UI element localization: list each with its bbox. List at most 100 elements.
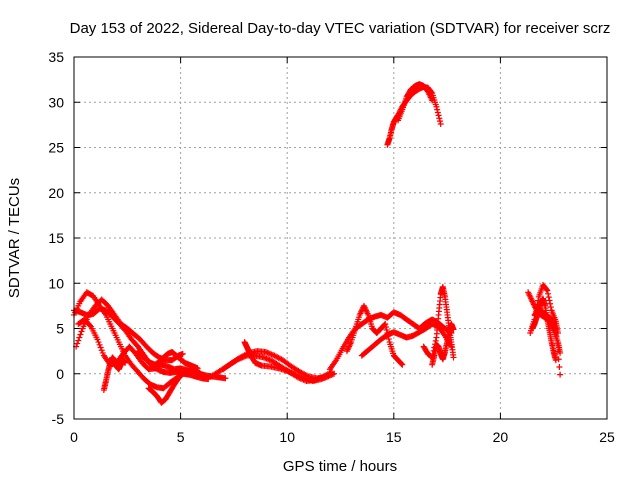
- data-point-fill: [441, 350, 448, 357]
- data-point-fill: [397, 360, 404, 367]
- data-point-fill: [99, 349, 106, 356]
- data-point-fill: [132, 341, 139, 348]
- data-point-fill: [196, 369, 203, 376]
- data-point-fill: [282, 367, 289, 374]
- data-point-fill: [76, 334, 83, 341]
- data-point-fill: [435, 315, 442, 322]
- data-point-fill: [132, 366, 139, 373]
- y-tick-label: 35: [48, 49, 64, 65]
- data-point-fill: [94, 307, 101, 314]
- data-point-fill: [77, 331, 84, 338]
- data-point-fill: [147, 347, 154, 354]
- data-point-fill: [443, 306, 450, 313]
- data-point-fill: [104, 369, 111, 376]
- data-point: [437, 120, 444, 127]
- plot-frame: [73, 56, 608, 420]
- data-point-fill: [78, 328, 85, 335]
- data-point-fill: [398, 108, 405, 115]
- data-point-fill: [423, 348, 430, 355]
- data-point-fill: [390, 350, 397, 357]
- data-point-fill: [299, 374, 306, 381]
- y-tick-label: 25: [48, 140, 64, 156]
- data-point-fill: [436, 118, 443, 125]
- data-point-fill: [546, 297, 553, 304]
- series-track-u: [527, 282, 561, 337]
- data-point-fill: [363, 349, 370, 356]
- data-point-fill: [95, 339, 102, 346]
- series-track-e: [100, 354, 129, 394]
- data-point-fill: [75, 337, 82, 344]
- y-tick-label: -5: [52, 411, 65, 427]
- data-point-fill: [428, 95, 435, 102]
- data-point-fill: [388, 127, 395, 134]
- data-point-fill: [108, 323, 115, 330]
- data-point-fill: [102, 300, 109, 307]
- data-point-fill: [401, 314, 408, 321]
- data-point-fill: [154, 352, 161, 359]
- data-point-fill: [97, 344, 104, 351]
- data-point-fill: [74, 340, 81, 347]
- data-point-fill: [530, 318, 537, 325]
- data-point-fill: [556, 363, 563, 370]
- data-point-fill: [555, 356, 562, 363]
- data-point-fill: [369, 343, 376, 350]
- data-point-fill: [432, 101, 439, 108]
- data-point-fill: [382, 323, 389, 330]
- data-point-fill: [554, 348, 561, 355]
- data-point-fill: [548, 337, 555, 344]
- data-point-fill: [450, 351, 457, 358]
- data-point-fill: [179, 351, 186, 358]
- data-point-fill: [139, 373, 146, 380]
- data-point-fill: [274, 365, 281, 372]
- data-point-fill: [543, 286, 550, 293]
- data-point-fill: [221, 375, 228, 382]
- data-point-fill: [121, 359, 128, 366]
- data-point-fill: [406, 88, 413, 95]
- data-point-fill: [532, 308, 539, 315]
- data-point-fill: [332, 358, 339, 365]
- data-point-fill: [165, 391, 172, 398]
- series-track-k: [326, 309, 455, 373]
- data-point-fill: [545, 290, 552, 297]
- data-point-fill: [338, 347, 345, 354]
- x-tick-label: 25: [599, 429, 615, 445]
- series-track-j: [241, 339, 333, 384]
- data-point-fill: [114, 336, 121, 343]
- data-point-fill: [363, 317, 370, 324]
- data-point-fill: [145, 379, 152, 386]
- data-point-fill: [269, 352, 276, 359]
- data-point-fill: [85, 321, 92, 328]
- data-point-fill: [443, 340, 450, 347]
- data-point-fill: [93, 334, 100, 341]
- data-point-fill: [383, 327, 390, 334]
- y-tick-label: 5: [56, 321, 64, 337]
- y-tick-label: 0: [56, 366, 64, 382]
- data-point-fill: [316, 376, 323, 383]
- x-tick-labels: 0 5 10 15 20 25: [70, 429, 615, 445]
- data-point-fill: [541, 301, 548, 308]
- x-tick-label: 15: [386, 429, 402, 445]
- data-point-fill: [437, 294, 444, 301]
- data-point-fill: [259, 354, 266, 361]
- data-point-fill: [545, 294, 552, 301]
- data-point-fill: [107, 311, 114, 318]
- data-point-fill: [552, 316, 559, 323]
- data-point-fill: [193, 365, 200, 372]
- data-point: [557, 371, 564, 378]
- series-track-a: [71, 289, 184, 392]
- data-point-fill: [368, 323, 375, 330]
- data-point-fill: [98, 347, 105, 354]
- x-tick-label: 5: [177, 429, 185, 445]
- data-point-fill: [128, 329, 135, 336]
- data-point-fill: [554, 340, 561, 347]
- data-point-fill: [430, 354, 437, 361]
- data-point-fill: [546, 325, 553, 332]
- data-point-fill: [445, 329, 452, 336]
- data-point-fill: [434, 109, 441, 116]
- data-point-fill: [141, 341, 148, 348]
- data-point-fill: [434, 106, 441, 113]
- data-point-fill: [420, 326, 427, 333]
- data-points: [71, 81, 564, 406]
- series-track-d: [75, 316, 229, 382]
